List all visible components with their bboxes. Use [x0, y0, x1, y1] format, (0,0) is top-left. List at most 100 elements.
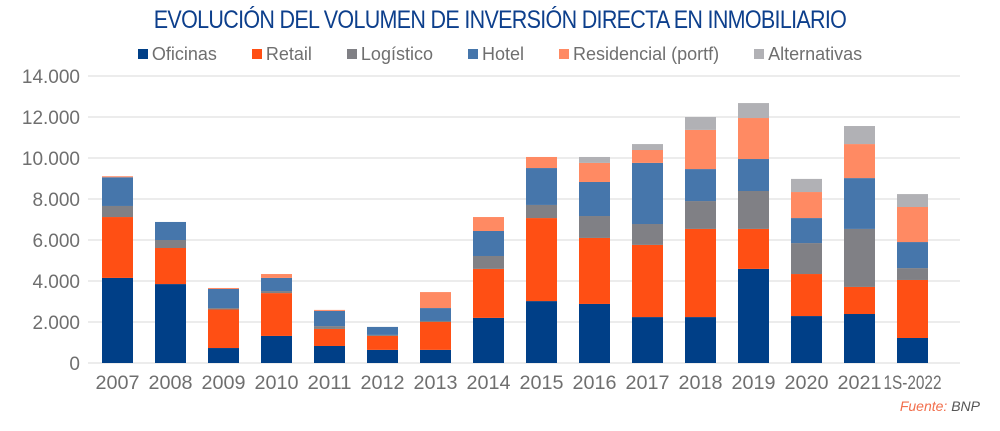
bar-segment-oficinas-2014 — [473, 317, 504, 363]
x-tick-label: 2017 — [626, 373, 670, 394]
x-tick-label: 2015 — [520, 373, 564, 394]
bar-segment-log-stico-2012 — [367, 334, 398, 336]
y-tick-label: 12.000 — [22, 108, 80, 129]
y-tick-label: 6.000 — [32, 231, 80, 252]
legend-swatch — [559, 49, 570, 59]
bar-segment-oficinas-2009 — [208, 348, 239, 363]
bar-segment-retail-2021 — [844, 286, 875, 315]
bar-segment-hotel-2015 — [526, 168, 557, 205]
bar-segment-log-stico-2013 — [420, 320, 451, 322]
legend-swatch — [467, 49, 478, 59]
y-tick-label: 4.000 — [32, 272, 80, 293]
bar-segment-retail-2018 — [685, 228, 716, 318]
bar-segment-alternativas-1S-2022 — [897, 194, 928, 207]
bar-segment-oficinas-2012 — [367, 349, 398, 363]
x-axis: 2007 2008 2009 2010 2011 2012 2013 2014 2015 2016… — [96, 373, 942, 394]
bar-segment-oficinas-2018 — [685, 317, 716, 363]
bar-segment-oficinas-2015 — [526, 301, 557, 363]
bar-segment-log-stico-2020 — [791, 243, 822, 275]
bar-segment-alternativas-2020 — [791, 178, 822, 193]
bar-segment-log-stico-2014 — [473, 255, 504, 269]
legend-item-retail: Retail — [251, 44, 312, 65]
bar-segment-residencial-portf-2010 — [261, 274, 292, 278]
y-axis: 0 2.000 4.000 6.000 8.000 10.000 12.000 14.000 — [22, 67, 80, 375]
bar-segment-log-stico-2019 — [738, 191, 769, 229]
bar-segment-residencial-portf-2021 — [844, 144, 875, 179]
x-tick-label: 2020 — [785, 373, 829, 394]
bar-segment-oficinas-2007 — [102, 277, 133, 363]
legend-swatch — [251, 49, 262, 59]
bar-segment-retail-2020 — [791, 274, 822, 317]
bar-segment-residencial-portf-2020 — [791, 192, 822, 219]
bar-segment-hotel-2016 — [579, 181, 610, 217]
legend-label: Oficinas — [151, 44, 217, 64]
x-tick-label: 2011 — [308, 373, 352, 394]
bar-segment-log-stico-2010 — [261, 291, 292, 294]
bar-segment-log-stico-2009 — [208, 308, 239, 310]
x-tick-label: 2009 — [202, 373, 246, 394]
bar-segment-oficinas-2019 — [738, 268, 769, 363]
y-tick-label: 0 — [69, 354, 80, 375]
x-tick-label: 2008 — [149, 373, 193, 394]
bar-segment-retail-2019 — [738, 228, 769, 269]
x-tick-label: 2016 — [573, 373, 617, 394]
bar-segment-hotel-2007 — [102, 177, 133, 206]
y-tick-label: 8.000 — [32, 190, 80, 211]
legend-item-alternativas: Alternativas — [754, 44, 862, 65]
bar-segment-hotel-2010 — [261, 277, 292, 292]
bar-segment-oficinas-2010 — [261, 335, 292, 363]
bar-segment-residencial-portf-2007 — [102, 176, 133, 178]
bar-segment-alternativas-2017 — [632, 144, 663, 151]
bar-segment-hotel-2017 — [632, 162, 663, 225]
bar-segment-log-stico-1S-2022 — [897, 268, 928, 280]
bar-segment-hotel-2011 — [314, 310, 345, 327]
bar-segment-residencial-portf-1S-2022 — [897, 206, 928, 243]
bar-segment-retail-2015 — [526, 218, 557, 302]
bar-segment-residencial-portf-2009 — [208, 287, 239, 289]
bar-segment-log-stico-2008 — [155, 240, 186, 248]
bar-segment-hotel-2012 — [367, 326, 398, 335]
bar-segment-retail-2013 — [420, 322, 451, 350]
source-note: Fuente: BNP — [900, 398, 980, 414]
bar-segment-retail-1S-2022 — [897, 279, 928, 338]
bar-segment-residencial-portf-2019 — [738, 118, 769, 160]
legend: Oficinas Retail Logístico Hotel Residenc… — [0, 44, 1000, 65]
bar-segment-log-stico-2015 — [526, 204, 557, 219]
x-tick-label: 2012 — [361, 373, 405, 394]
bar-segment-log-stico-2017 — [632, 224, 663, 245]
bar-segment-retail-2008 — [155, 247, 186, 285]
bar-segment-residencial-portf-2017 — [632, 150, 663, 163]
x-tick-label: 2018 — [679, 373, 723, 394]
bar-segment-residencial-portf-2018 — [685, 129, 716, 170]
bar-segment-residencial-portf-2014 — [473, 217, 504, 231]
legend-label: Residencial (portf) — [573, 44, 720, 64]
bar-segment-alternativas-2016 — [579, 156, 610, 163]
x-tick-label: 2007 — [96, 373, 140, 394]
legend-label: Alternativas — [768, 44, 863, 64]
bar-segment-hotel-2008 — [155, 221, 186, 240]
bar-segment-log-stico-2021 — [844, 228, 875, 287]
bars — [102, 103, 928, 363]
bar-segment-oficinas-2017 — [632, 317, 663, 363]
x-tick-label: 2021 — [838, 373, 882, 394]
bar-segment-hotel-2014 — [473, 230, 504, 256]
bar-segment-oficinas-2008 — [155, 284, 186, 363]
bar-segment-retail-2014 — [473, 268, 504, 318]
bar-segment-retail-2010 — [261, 293, 292, 336]
bar-segment-log-stico-2007 — [102, 205, 133, 218]
bar-segment-retail-2011 — [314, 328, 345, 346]
bar-segment-hotel-2020 — [791, 218, 822, 244]
bar-segment-alternativas-2021 — [844, 126, 875, 145]
bar-segment-retail-2016 — [579, 237, 610, 304]
bar-segment-retail-2012 — [367, 335, 398, 350]
bar-segment-retail-2009 — [208, 309, 239, 349]
legend-label: Logístico — [360, 44, 433, 64]
bar-segment-alternativas-2019 — [738, 103, 769, 119]
bar-segment-alternativas-2018 — [685, 117, 716, 130]
bar-segment-hotel-2018 — [685, 169, 716, 202]
x-tick-label: 2019 — [732, 373, 776, 394]
bar-segment-hotel-2019 — [738, 159, 769, 192]
legend-item-residencial: Residencial (portf) — [559, 44, 719, 65]
bar-segment-residencial-portf-2011 — [314, 309, 345, 311]
legend-label: Hotel — [481, 44, 525, 64]
